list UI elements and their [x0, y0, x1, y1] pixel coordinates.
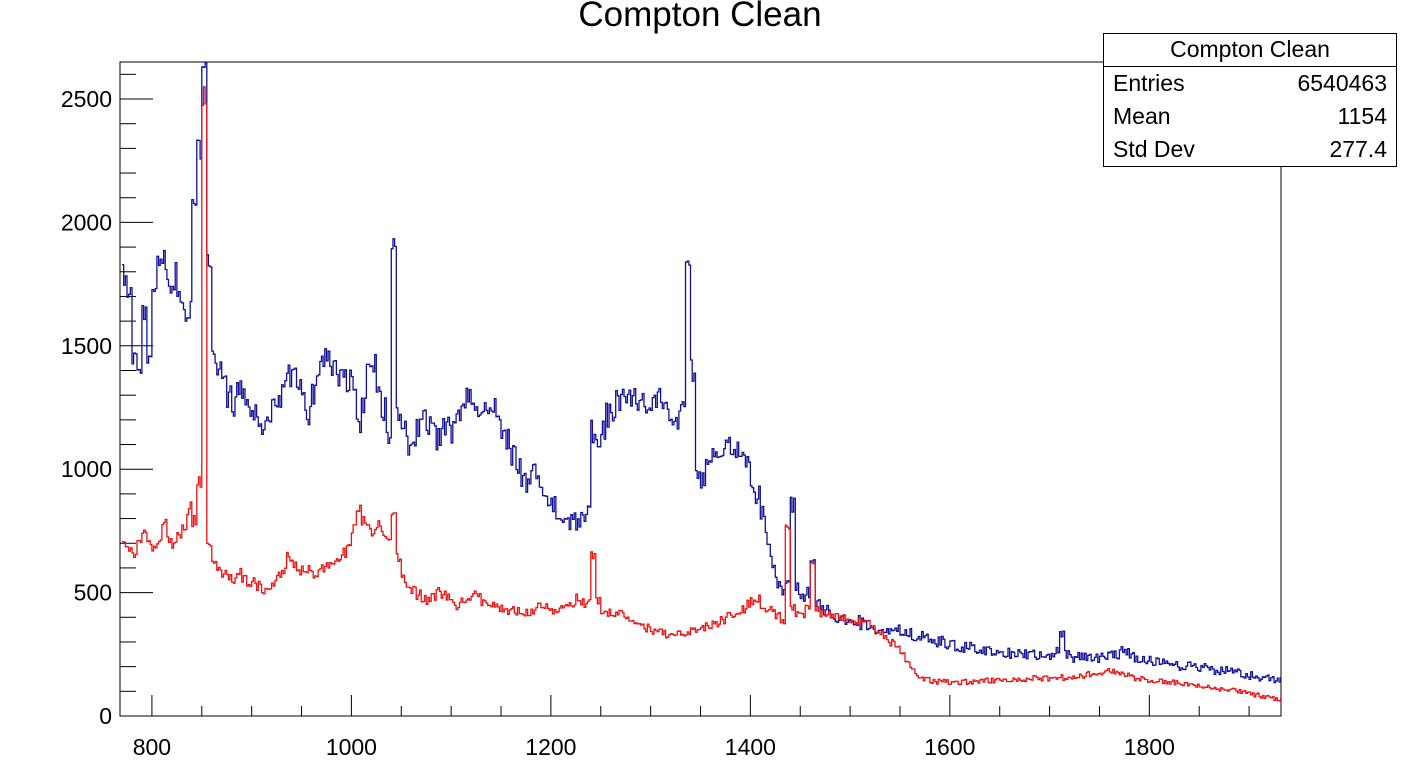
stats-row-stddev: Std Dev 277.4: [1104, 133, 1396, 166]
y-axis-tick-label: 1500: [61, 333, 112, 359]
x-axis-tick-label: 1400: [725, 734, 776, 760]
stats-value-stddev: 277.4: [1329, 136, 1387, 162]
stats-value-mean: 1154: [1337, 103, 1387, 129]
x-axis-tick-label: 1000: [326, 734, 377, 760]
x-axis-tick-label: 1800: [1124, 734, 1175, 760]
stats-label-entries: Entries: [1113, 70, 1185, 96]
x-axis-tick-label: 800: [133, 734, 171, 760]
y-axis-tick-label: 2000: [61, 209, 112, 235]
x-axis-tick-label: 1600: [924, 734, 975, 760]
stats-box-title: Compton Clean: [1104, 34, 1396, 67]
stats-label-mean: Mean: [1113, 103, 1171, 129]
y-axis-tick-label: 0: [99, 703, 112, 729]
stats-row-mean: Mean 1154: [1104, 100, 1396, 133]
stats-box: Compton Clean Entries 6540463 Mean 1154 …: [1103, 33, 1397, 167]
series-compton-clean-blue: [122, 62, 1281, 684]
x-axis-tick-label: 1200: [525, 734, 576, 760]
stats-row-entries: Entries 6540463: [1104, 67, 1396, 100]
y-axis-tick-label: 2500: [61, 86, 112, 112]
stats-label-stddev: Std Dev: [1113, 136, 1195, 162]
y-axis-tick-label: 1000: [61, 456, 112, 482]
chart-title: Compton Clean: [578, 0, 822, 34]
y-axis-tick-label: 500: [74, 580, 112, 606]
stats-value-entries: 6540463: [1297, 70, 1387, 96]
series-compton-clean-red: [122, 86, 1281, 702]
